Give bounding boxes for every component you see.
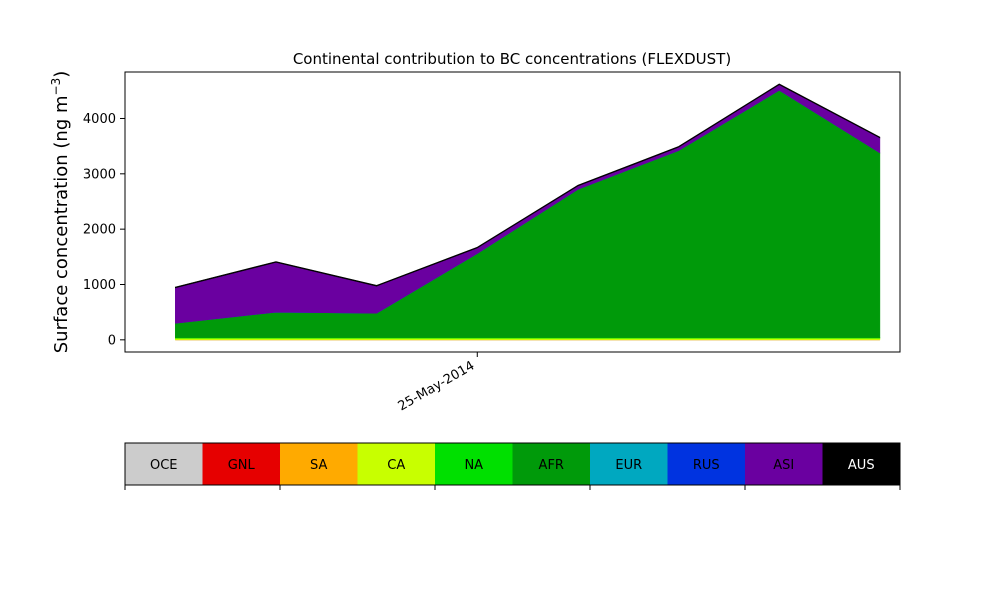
legend-swatch-asi — [745, 443, 823, 485]
legend-frame — [124, 442, 901, 486]
legend-label-asi: ASI — [773, 458, 794, 473]
y-axis-label: Surface concentration (ng m−3) — [49, 71, 72, 354]
legend-label-oce: OCE — [150, 458, 178, 473]
y-axis: 0 1000 2000 3000 4000 — [83, 112, 125, 348]
legend-swatch-rus — [667, 443, 746, 485]
plot-frame — [124, 71, 901, 353]
legend-label-ca: CA — [387, 458, 405, 473]
legend-swatch-eur — [590, 443, 668, 485]
y-axis-label-close: ) — [51, 71, 72, 78]
y-tick-label: 0 — [108, 333, 116, 348]
x-axis: 25-May-2014 — [396, 352, 478, 414]
legend-label-eur: EUR — [615, 458, 642, 473]
legend-label-afr: AFR — [539, 458, 564, 473]
legend-label-gnl: GNL — [228, 458, 256, 473]
y-tick-label: 1000 — [83, 278, 116, 293]
y-axis-label-exponent: −3 — [49, 78, 63, 96]
area-aus — [175, 83, 881, 289]
stacked-areas — [175, 83, 881, 341]
legend-label-rus: RUS — [693, 458, 720, 473]
legend-swatch-na — [435, 443, 513, 485]
legend-swatch-gnl — [202, 443, 281, 485]
legend-swatch-oce — [125, 443, 203, 485]
y-tick-label: 3000 — [83, 167, 116, 182]
legend-swatch-aus — [822, 443, 901, 485]
y-tick-label: 4000 — [83, 112, 116, 127]
y-axis-label-main: Surface concentration (ng m — [51, 95, 72, 353]
legend-label-sa: SA — [310, 458, 327, 473]
legend-swatch-afr — [512, 443, 591, 485]
y-tick-label: 2000 — [83, 223, 116, 238]
x-tick-label: 25-May-2014 — [396, 358, 478, 414]
legend-swatch-sa — [280, 443, 358, 485]
legend-label-na: NA — [464, 458, 483, 473]
legend-label-aus: AUS — [848, 458, 875, 473]
legend-swatch-ca — [357, 443, 436, 485]
colorbar-legend: OCE GNL SA CA NA AFR EUR RUS ASI AUS — [124, 442, 901, 490]
chart-title: Continental contribution to BC concentra… — [293, 50, 731, 68]
